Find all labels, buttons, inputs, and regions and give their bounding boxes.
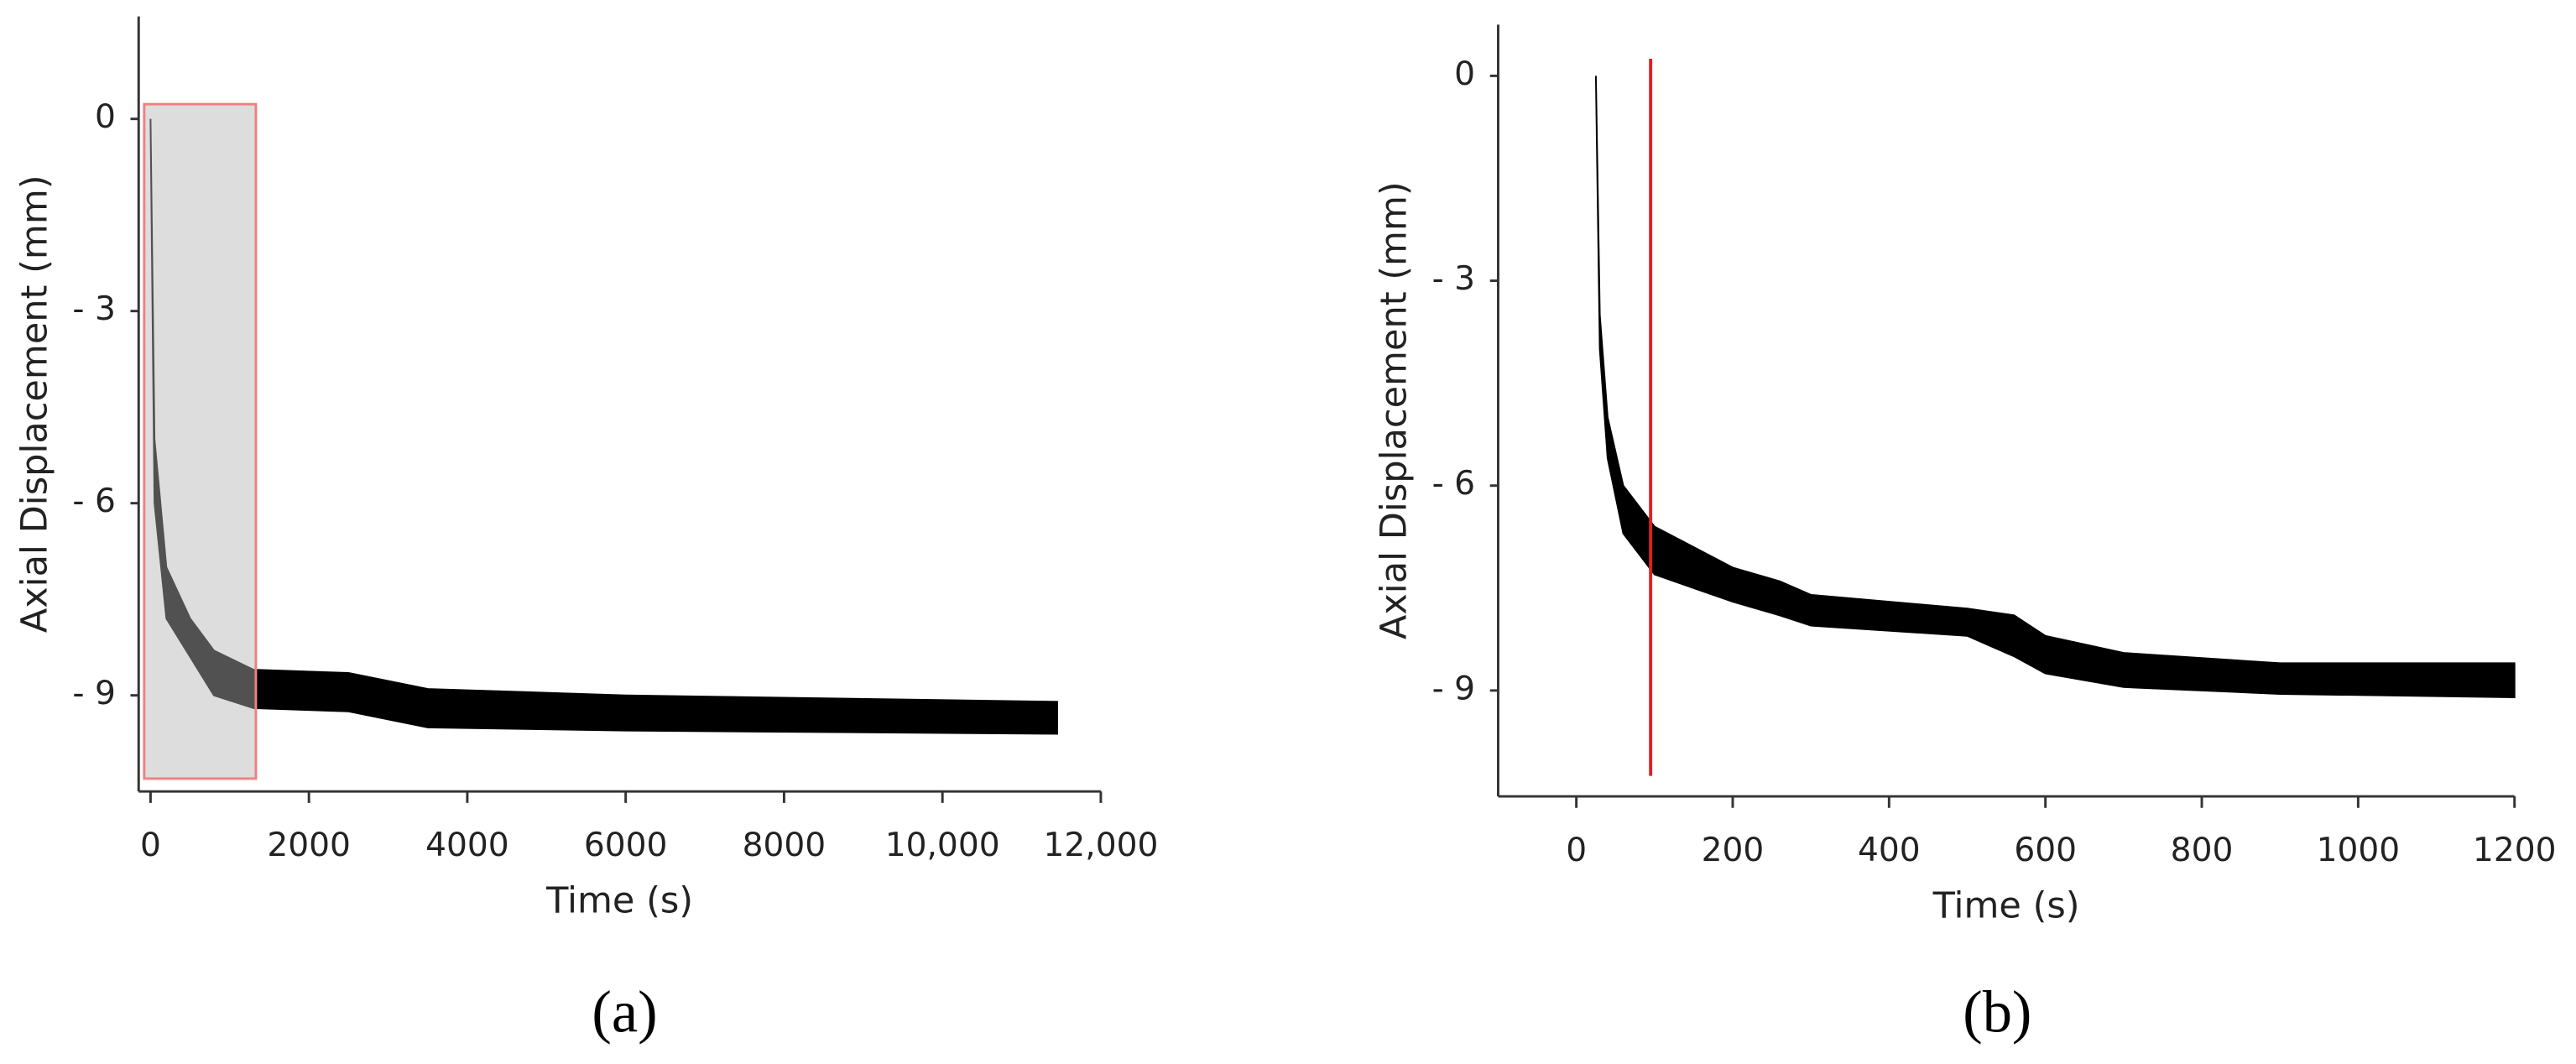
x-tick-label: 400 bbox=[1858, 832, 1921, 869]
x-tick-label: 2000 bbox=[267, 827, 351, 864]
y-tick-label: - 3 bbox=[72, 290, 115, 328]
x-tick-label: 0 bbox=[140, 827, 161, 864]
y-tick-label: - 9 bbox=[1432, 670, 1475, 707]
x-tick-label: 0 bbox=[1566, 832, 1587, 869]
x-tick-label: 12,000 bbox=[1043, 827, 1158, 864]
x-tick-label: 1000 bbox=[2317, 832, 2401, 869]
displacement-band bbox=[1594, 76, 2516, 699]
displacement-band bbox=[149, 118, 1058, 735]
y-tick-label: 0 bbox=[95, 98, 116, 136]
y-tick-label: - 6 bbox=[1432, 465, 1475, 503]
x-axis-title: Time (s) bbox=[545, 880, 693, 922]
y-tick-label: - 9 bbox=[72, 675, 115, 712]
panel-label: (b) bbox=[1963, 979, 2031, 1045]
y-axis-title: Axial Displacement (mm) bbox=[13, 175, 55, 633]
x-tick-label: 6000 bbox=[584, 827, 668, 864]
x-tick-label: 4000 bbox=[425, 827, 509, 864]
y-tick-label: 0 bbox=[1454, 55, 1475, 93]
x-tick-label: 1200 bbox=[2473, 832, 2557, 869]
x-tick-label: 800 bbox=[2171, 832, 2234, 869]
x-tick-label: 10,000 bbox=[885, 827, 1000, 864]
x-tick-label: 200 bbox=[1702, 832, 1765, 869]
y-tick-label: - 6 bbox=[72, 482, 115, 520]
highlight-region bbox=[143, 102, 258, 780]
x-axis-title: Time (s) bbox=[1932, 885, 2080, 927]
x-tick-label: 600 bbox=[2014, 832, 2077, 869]
y-axis-title: Axial Displacement (mm) bbox=[1374, 181, 1416, 639]
x-tick-label: 8000 bbox=[743, 827, 827, 864]
y-tick-label: - 3 bbox=[1432, 260, 1475, 298]
panel-label: (a) bbox=[592, 979, 657, 1045]
